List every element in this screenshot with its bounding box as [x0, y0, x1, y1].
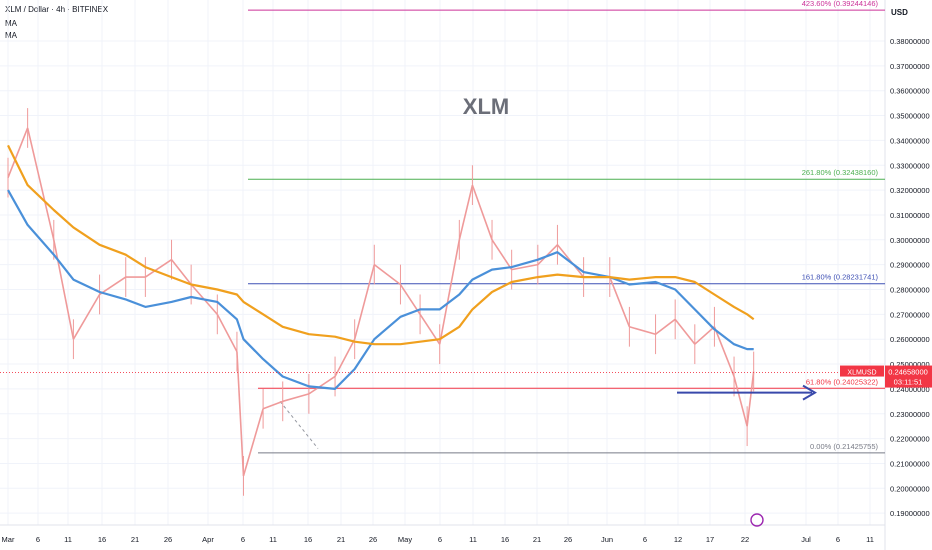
time-tick-label: 6	[836, 535, 840, 544]
price-segment	[262, 400, 284, 410]
price-segment	[609, 276, 631, 328]
price-tick-label: 0.33000000	[890, 161, 930, 170]
price-segment	[458, 184, 474, 240]
price-tick-label: 0.30000000	[890, 236, 930, 245]
price-segment	[399, 284, 421, 315]
time-tick-label: 11	[866, 535, 874, 544]
indicator-ma-1[interactable]: MA	[5, 19, 17, 28]
price-segment	[373, 264, 401, 286]
price-segment	[655, 318, 676, 335]
time-tick-label: May	[398, 535, 412, 544]
fib-level-label: 61.80% (0.24025322)	[806, 377, 879, 386]
price-segment	[353, 264, 376, 340]
price-tick-label: 0.21000000	[890, 459, 930, 468]
price-segment	[144, 259, 172, 278]
fib-level-label: 161.80% (0.28231741)	[802, 273, 879, 282]
indicator-ma-2[interactable]: MA	[5, 31, 17, 40]
price-tick-label: 0.32000000	[890, 186, 930, 195]
time-tick-label: 6	[643, 535, 647, 544]
time-tick-label: 21	[131, 535, 139, 544]
price-tick-label: 0.36000000	[890, 87, 930, 96]
time-tick-label: Jul	[801, 535, 811, 544]
fib-level-label: 0.00% (0.21425755)	[810, 442, 878, 451]
price-segment	[733, 376, 748, 427]
price-segment	[236, 351, 245, 476]
price-tick-label: 0.35000000	[890, 112, 930, 121]
arrow-head	[802, 384, 817, 401]
price-tick-label: 0.25000000	[890, 360, 930, 369]
fib-level-label: 261.80% (0.32438160)	[802, 168, 879, 177]
time-tick-label: 16	[304, 535, 312, 544]
price-tick-label: 0.31000000	[890, 211, 930, 220]
time-tick-label: 26	[164, 535, 172, 544]
price-tick-label: 0.29000000	[890, 261, 930, 270]
time-tick-label: 11	[469, 535, 477, 544]
price-segment	[99, 276, 127, 296]
price-segment	[242, 408, 264, 477]
price-tick-label: 0.23000000	[890, 410, 930, 419]
time-tick-label: 11	[269, 535, 277, 544]
time-tick-label: 22	[741, 535, 749, 544]
time-tick-label: 21	[337, 535, 345, 544]
time-tick-label: 11	[64, 535, 72, 544]
price-tick-label: 0.19000000	[890, 509, 930, 518]
price-segment	[53, 239, 75, 340]
ma-fast-line	[7, 189, 754, 390]
price-tick-label: 0.34000000	[890, 136, 930, 145]
price-tick-label: 0.28000000	[890, 286, 930, 295]
time-tick-label: 26	[369, 535, 377, 544]
price-segment	[282, 393, 310, 403]
time-tick-label: 16	[501, 535, 509, 544]
price-segment	[629, 326, 656, 335]
ma-slow-line	[7, 144, 755, 346]
price-segment	[713, 326, 735, 377]
price-segment	[491, 239, 513, 271]
price-tag-countdown: 03:11:51	[894, 378, 923, 387]
event-marker-icon	[750, 513, 764, 527]
time-tick-label: 6	[241, 535, 245, 544]
time-tick-label: 12	[674, 535, 682, 544]
time-tick-label: 26	[564, 535, 572, 544]
time-tick-label: Jun	[601, 535, 613, 544]
price-tag-symbol-box	[840, 365, 884, 377]
price-segment	[170, 259, 192, 286]
price-segment	[511, 263, 538, 271]
time-tick-label: 6	[36, 535, 40, 544]
chart-symbol-title[interactable]: XLM / Dollar · 4h · BITFINEX	[5, 5, 109, 14]
price-tag-symbol: XLMUSD	[847, 370, 876, 377]
price-tick-label: 0.26000000	[890, 335, 930, 344]
price-tick-label: 0.38000000	[890, 37, 930, 46]
price-segment	[438, 239, 461, 345]
price-segment	[694, 326, 715, 345]
price-segment	[334, 338, 356, 377]
time-tick-label: 16	[98, 535, 106, 544]
price-tick-label: 0.27000000	[890, 310, 930, 319]
price-segment	[471, 184, 493, 241]
price-segment	[537, 244, 559, 266]
time-tick-label: Mar	[2, 535, 15, 544]
time-tick-label: 21	[533, 535, 541, 544]
time-tick-label: 17	[706, 535, 714, 544]
price-segment	[26, 127, 55, 240]
price-segment	[308, 375, 336, 395]
fib-level-label: 423.60% (0.39244146)	[802, 0, 879, 8]
time-tick-label: 6	[438, 535, 442, 544]
price-segment	[674, 318, 696, 345]
price-tick-label: 0.20000000	[890, 484, 930, 493]
price-tick-label: 0.22000000	[890, 435, 930, 444]
price-tick-label: 0.37000000	[890, 62, 930, 71]
price-tag-value: 0.24658000	[888, 368, 928, 377]
trend-line	[279, 401, 319, 449]
currency-label[interactable]: USD	[891, 8, 908, 17]
price-segment	[72, 294, 101, 340]
chart-annotation-xlm: XLM	[463, 94, 509, 119]
time-tick-label: Apr	[202, 535, 214, 544]
price-tick-label: 0.24000000	[890, 385, 930, 394]
price-segment	[746, 371, 755, 427]
price-segment	[7, 127, 29, 178]
price-tag-box	[885, 365, 932, 388]
price-segment	[216, 313, 238, 352]
